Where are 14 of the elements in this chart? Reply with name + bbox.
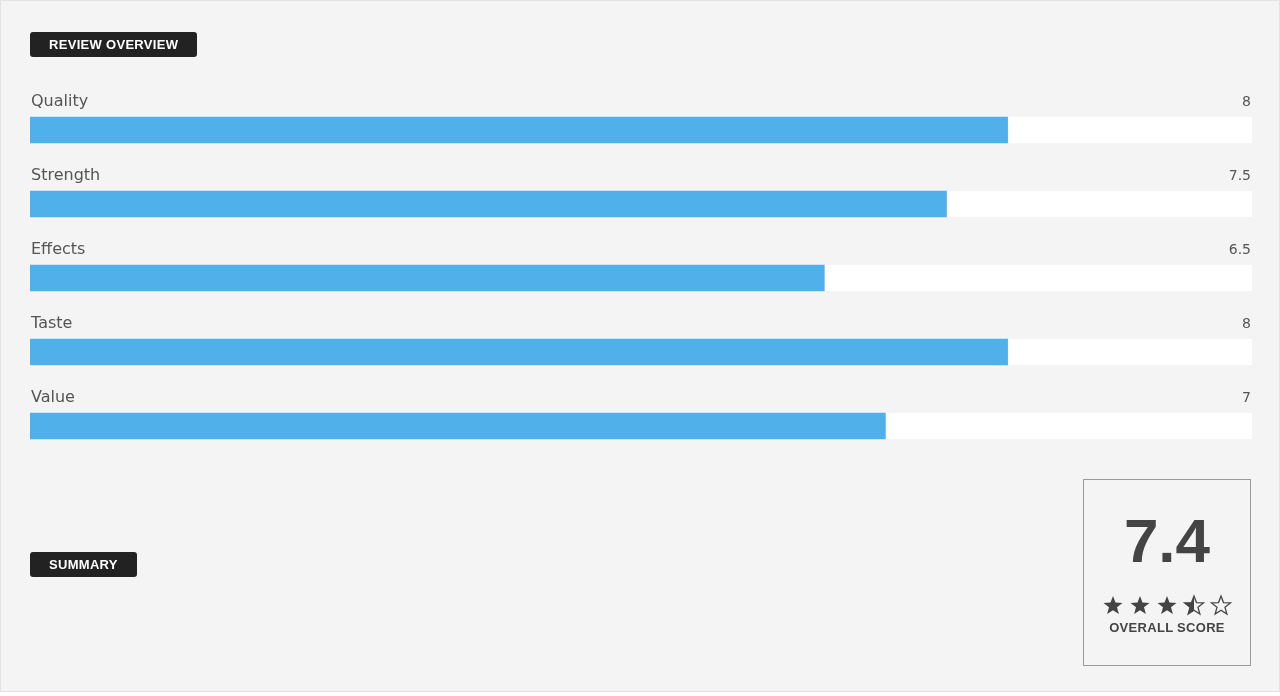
- chart-title: REVIEW OVERVIEW: [30, 32, 198, 57]
- y-tick-label: Taste: [30, 313, 73, 332]
- y-tick-label: Strength: [31, 165, 101, 184]
- text: OVERALL SCORE: [1108, 620, 1226, 635]
- text: 7.4: [1122, 506, 1212, 576]
- y-tick-label: Effects: [31, 239, 86, 258]
- y-tick-label: Value: [31, 387, 75, 406]
- data-label: 6.5: [1228, 241, 1251, 257]
- data-label: 8: [1242, 93, 1251, 109]
- data-label: 8: [1242, 315, 1251, 331]
- text: SUMMARY: [30, 552, 137, 577]
- data-label: 7.5: [1228, 167, 1251, 183]
- data-label: 7: [1242, 389, 1251, 405]
- y-tick-label: Quality: [31, 91, 89, 110]
